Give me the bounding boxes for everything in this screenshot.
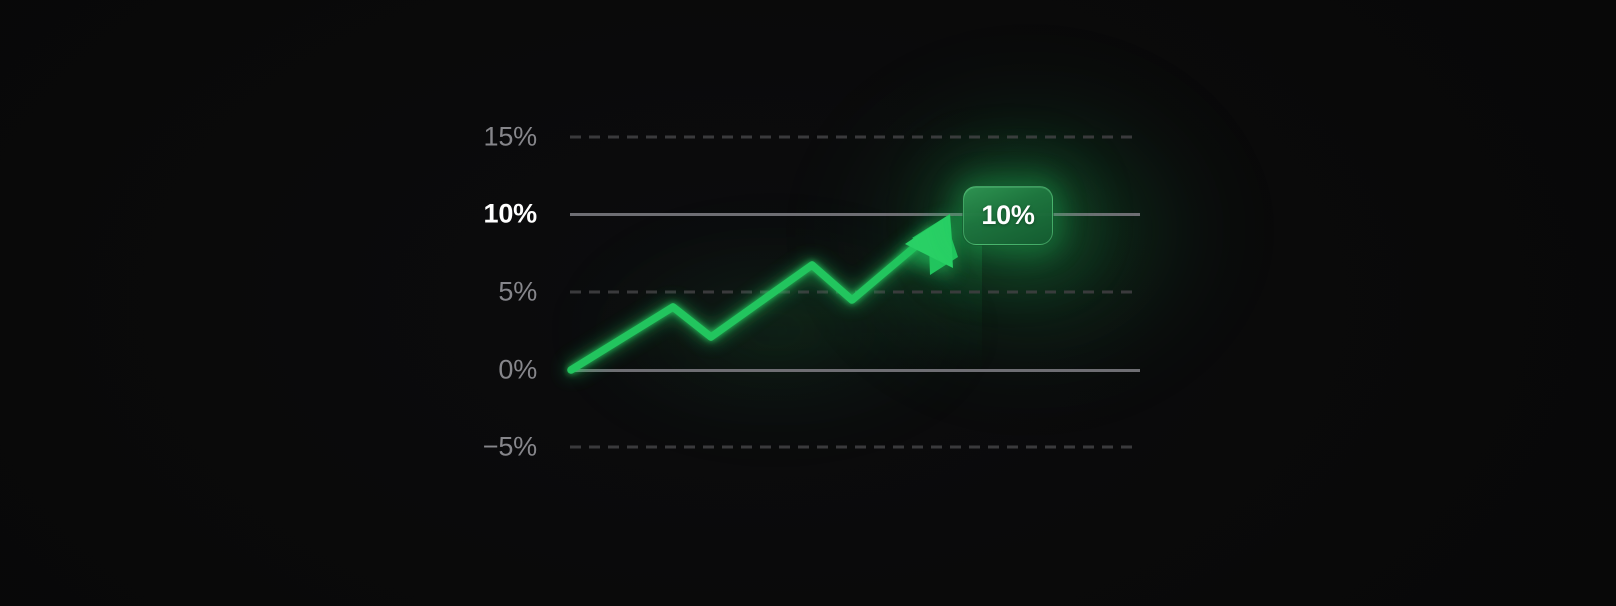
axis-label-5: 5%	[498, 276, 537, 307]
axis-label-15: 15%	[483, 121, 538, 152]
axis-label-minus5: −5%	[482, 431, 537, 462]
end-value-badge[interactable]: 10%	[963, 186, 1053, 245]
series-line	[567, 214, 958, 374]
axis-label-0: 0%	[498, 354, 537, 385]
axis-label-10: 10%	[483, 198, 538, 229]
end-value-badge-label: 10%	[981, 200, 1035, 230]
